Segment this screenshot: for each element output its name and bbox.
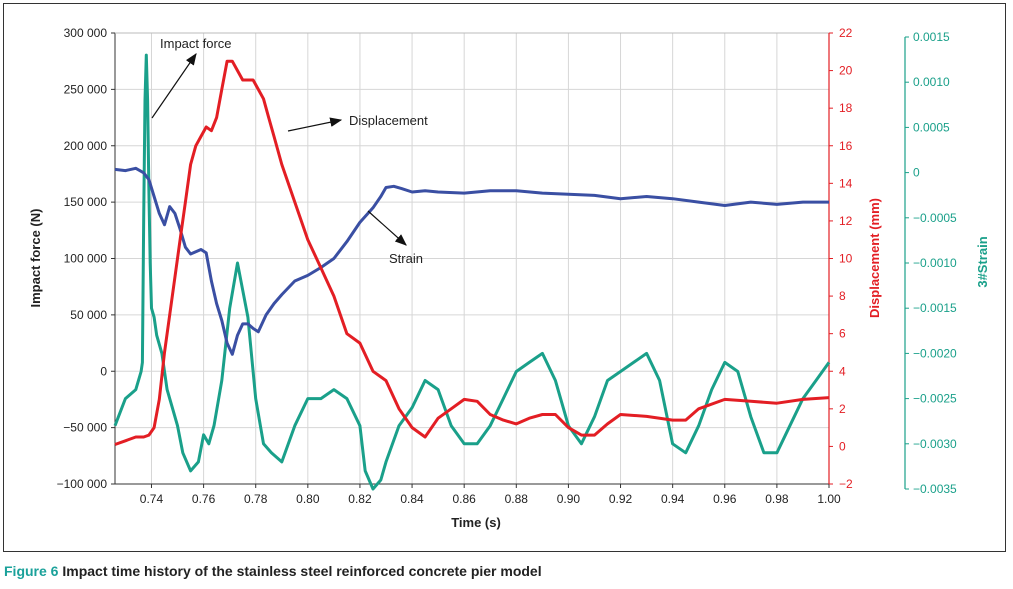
x-tick-label: 0.80: [296, 492, 320, 506]
displacement-tick-label: 6: [839, 327, 846, 341]
strain3-tick-label: −0.0010: [913, 256, 957, 270]
x-tick-label: 1.00: [817, 492, 841, 506]
annotation-arrow-displacement: [287, 117, 343, 132]
displacement-tick-label: 2: [839, 402, 846, 416]
annotation-impact-force: Impact force: [160, 36, 232, 51]
displacement-axis-title: Displacement (mm): [867, 198, 882, 318]
strain3-tick-label: 0: [913, 166, 920, 180]
annotation-strain: Strain: [389, 251, 423, 266]
strain3-tick-label: −0.0035: [913, 482, 957, 496]
y-tick-label-left: 0: [100, 364, 107, 378]
x-tick-label: 0.92: [609, 492, 633, 506]
figure-frame: [3, 3, 1006, 552]
displacement-tick-label: 14: [839, 176, 853, 190]
y-tick-label-left: −100 000: [57, 477, 108, 491]
displacement-tick-label: −2: [839, 477, 853, 491]
strain3-tick-label: 0.0005: [913, 120, 950, 134]
x-tick-label: 0.98: [765, 492, 789, 506]
x-tick-label: 0.88: [505, 492, 529, 506]
left-axis-title: Impact force (N): [28, 209, 43, 308]
displacement-tick-label: 16: [839, 139, 853, 153]
strain3-tick-label: −0.0030: [913, 437, 957, 451]
x-axis-title: Time (s): [451, 515, 501, 530]
displacement-tick-label: 18: [839, 101, 853, 115]
x-tick-label: 0.82: [348, 492, 372, 506]
y-tick-label-left: 300 000: [64, 26, 108, 40]
x-tick-label: 0.74: [140, 492, 164, 506]
strain3-axis-title: 3#Strain: [975, 236, 990, 287]
strain3-tick-label: −0.0005: [913, 211, 957, 225]
displacement-tick-label: 8: [839, 289, 846, 303]
displacement-tick-label: 20: [839, 64, 853, 78]
x-tick-label: 0.94: [661, 492, 685, 506]
strain3-tick-label: 0.0010: [913, 75, 950, 89]
y-tick-label-left: −50 000: [63, 421, 107, 435]
displacement-tick-label: 0: [839, 439, 846, 453]
displacement-tick-label: 10: [839, 252, 853, 266]
caption-text: Impact time history of the stainless ste…: [58, 563, 542, 579]
y-tick-label-left: 150 000: [64, 195, 108, 209]
caption-label: Figure 6: [4, 563, 59, 579]
x-tick-label: 0.90: [557, 492, 581, 506]
strain3-tick-label: 0.0015: [913, 30, 950, 44]
x-tick-label: 0.96: [713, 492, 737, 506]
y-tick-label-left: 100 000: [64, 252, 108, 266]
chart: 0.74 0.76 0.78 0.80 0.82 0.84 0.86 0.88 0.90 0.92…: [28, 26, 990, 530]
x-tick-label: 0.76: [192, 492, 216, 506]
displacement-tick-label: 4: [839, 364, 846, 378]
annotation-arrow-impact-force: [151, 53, 197, 119]
y-tick-label-left: 50 000: [70, 308, 107, 322]
y-tick-label-left: 200 000: [64, 139, 108, 153]
series-line-strain: [114, 166, 829, 356]
strain3-tick-label: −0.0025: [913, 392, 957, 406]
strain3-tick-label: −0.0020: [913, 346, 957, 360]
annotation-displacement: Displacement: [349, 113, 428, 128]
y-tick-label-left: 250 000: [64, 82, 108, 96]
displacement-tick-label: 12: [839, 214, 853, 228]
displacement-tick-label: 22: [839, 26, 853, 40]
series-line-3strain: [113, 53, 831, 491]
series-line-displacement: [114, 59, 830, 446]
figure-caption: Figure 6 Impact time history of the stai…: [4, 563, 542, 579]
x-tick-label: 0.78: [244, 492, 268, 506]
x-tick-label: 0.86: [453, 492, 477, 506]
annotation-arrow-strain: [367, 210, 407, 246]
strain3-tick-label: −0.0015: [913, 301, 957, 315]
x-tick-label: 0.84: [400, 492, 424, 506]
